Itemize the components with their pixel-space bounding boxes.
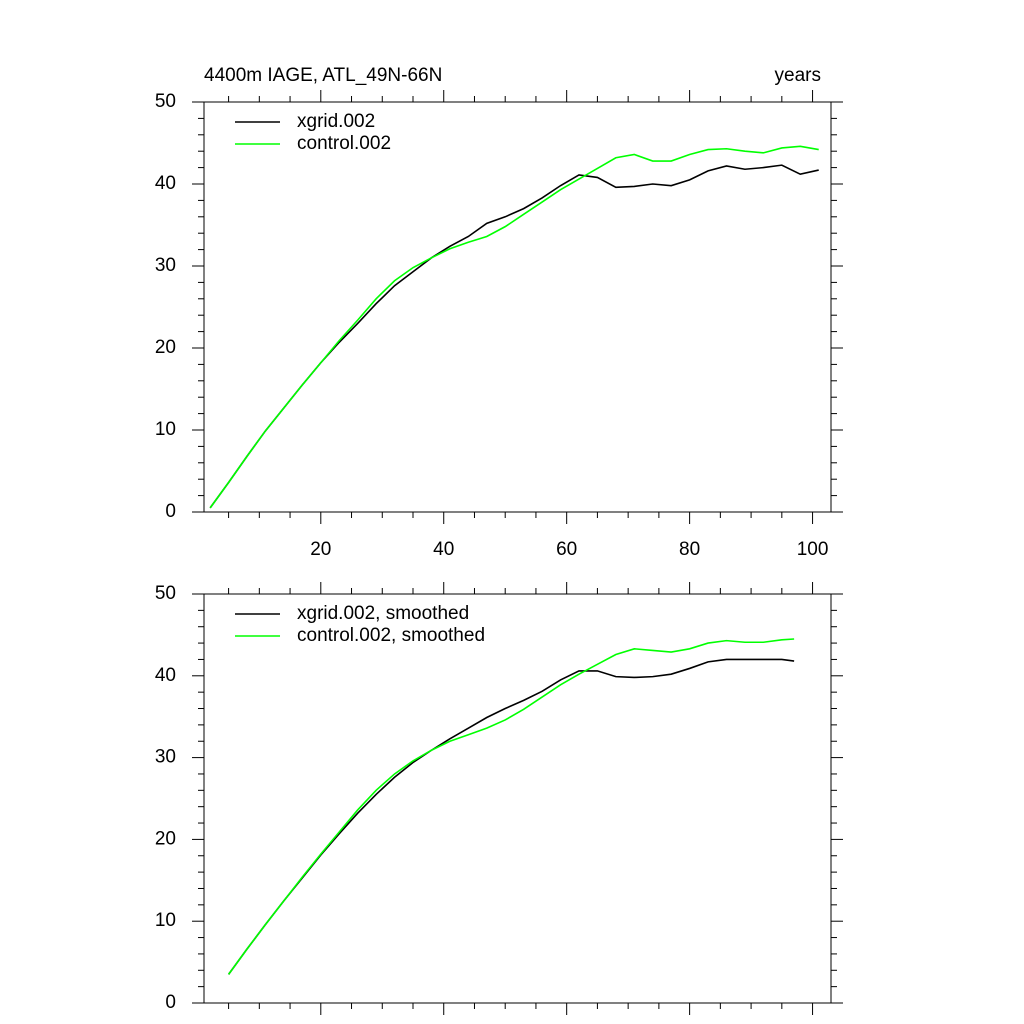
y-tick-label: 40	[155, 665, 176, 686]
y-tick-label: 10	[155, 419, 176, 440]
y-tick-label: 40	[155, 173, 176, 194]
series-line	[227, 658, 795, 975]
legend-label: xgrid.002	[297, 111, 375, 132]
series-line	[209, 164, 819, 509]
legend-label: control.002, smoothed	[297, 625, 485, 646]
x-tick-label: 80	[679, 539, 700, 560]
units-label: years	[775, 65, 821, 86]
plot-frame	[203, 593, 832, 1004]
x-tick-label: 20	[310, 539, 331, 560]
plot-frame	[203, 101, 832, 513]
series-line	[209, 145, 819, 509]
y-tick-label: 20	[155, 337, 176, 358]
y-tick-label: 50	[155, 91, 176, 112]
series-line	[227, 638, 795, 975]
y-tick-label: 10	[155, 910, 176, 931]
chart-title: 4400m IAGE, ATL_49N-66N	[204, 65, 442, 86]
x-tick-label: 40	[433, 539, 454, 560]
y-tick-label: 20	[155, 828, 176, 849]
y-tick-label: 30	[155, 255, 176, 276]
y-tick-label: 0	[165, 501, 176, 522]
legend-label: xgrid.002, smoothed	[297, 603, 469, 624]
x-tick-label: 60	[556, 539, 577, 560]
x-tick-label: 100	[797, 539, 829, 560]
y-tick-label: 50	[155, 583, 176, 604]
legend-label: control.002	[297, 133, 391, 154]
y-tick-label: 30	[155, 747, 176, 768]
y-tick-label: 0	[165, 992, 176, 1013]
